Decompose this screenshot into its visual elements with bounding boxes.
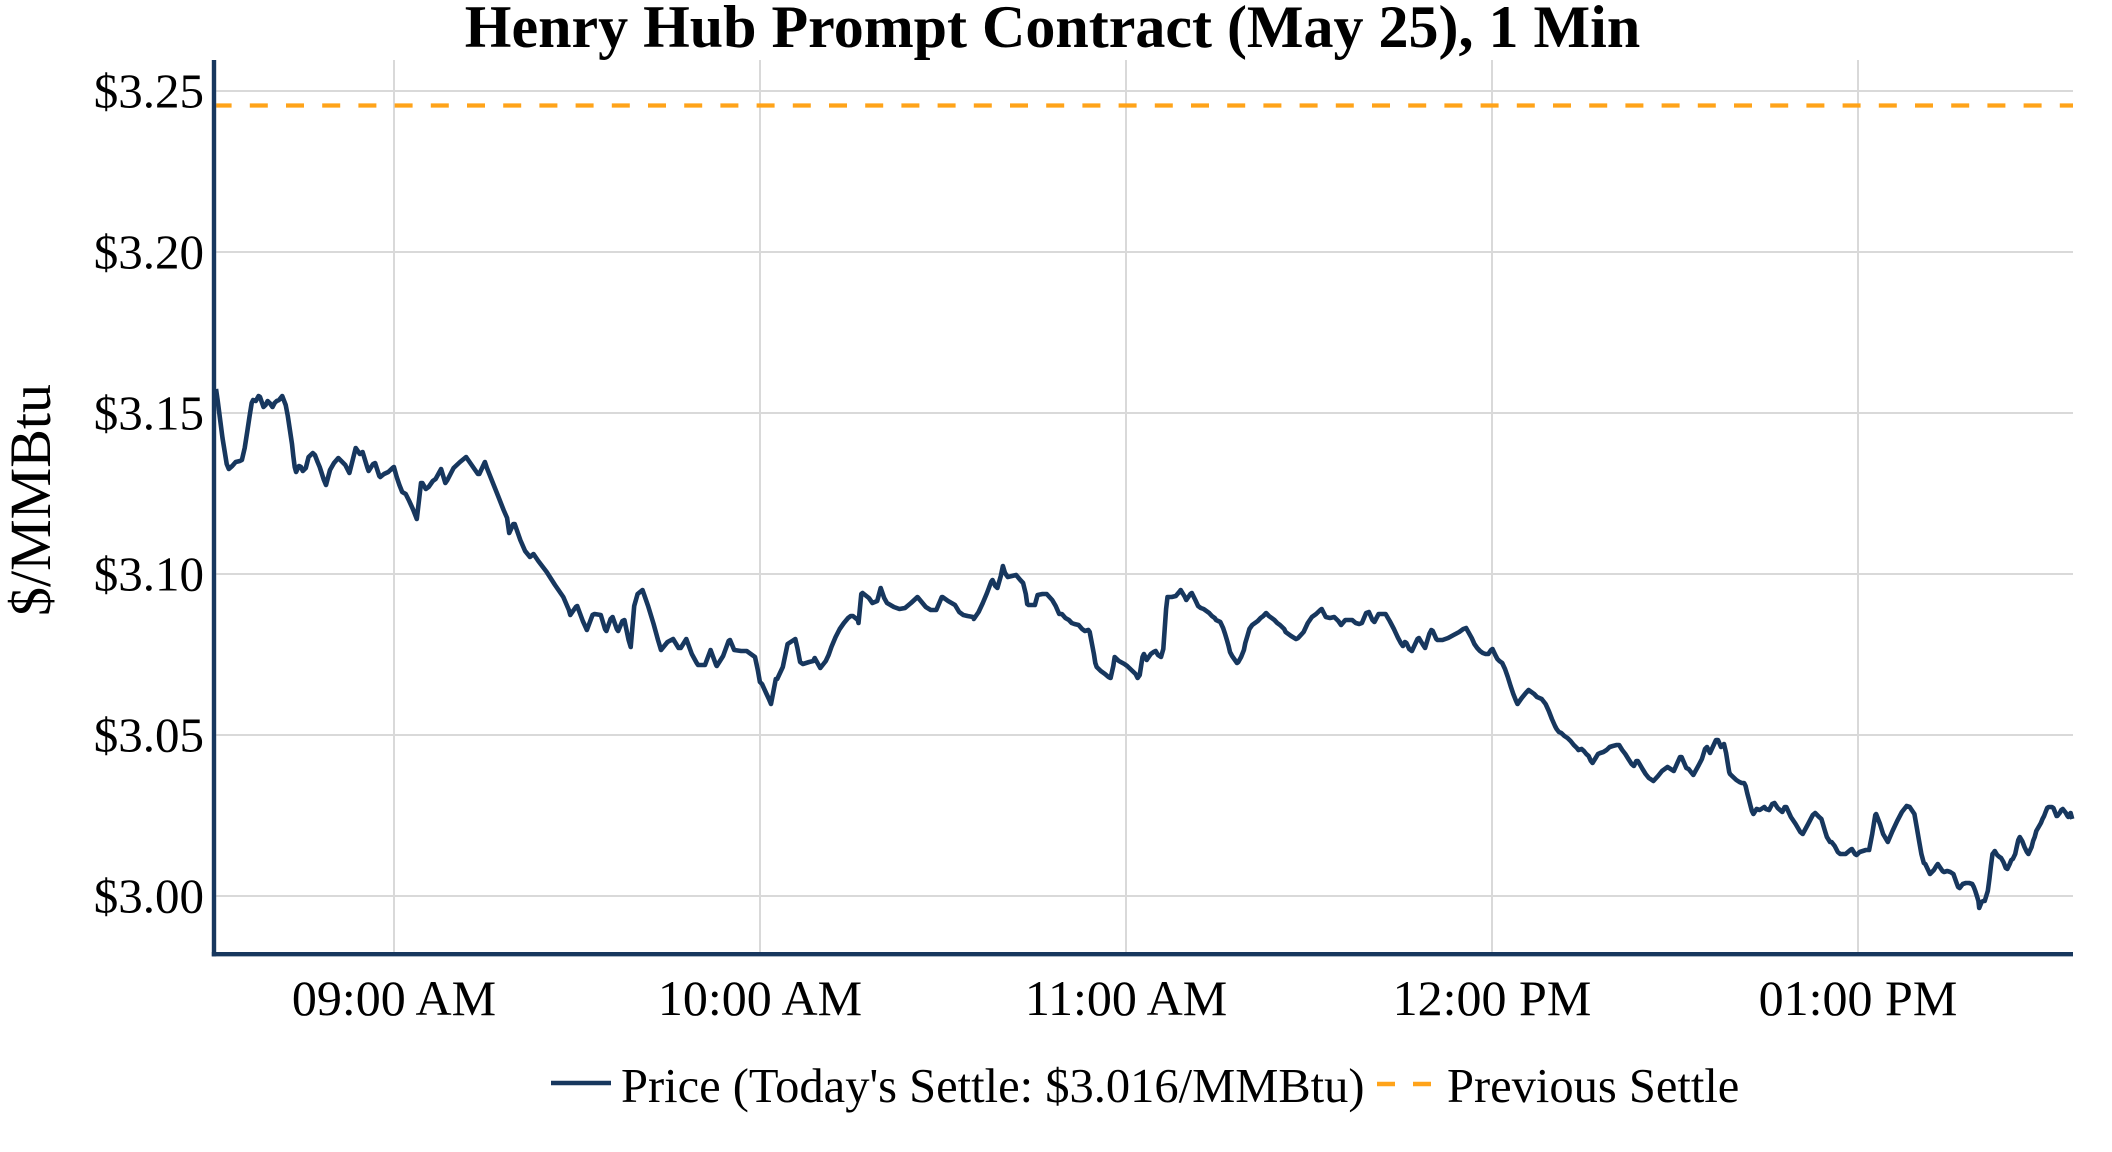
svg-text:$3.15: $3.15 (94, 386, 204, 441)
svg-text:12:00 PM: 12:00 PM (1393, 970, 1592, 1026)
svg-text:Henry Hub Prompt Contract (May: Henry Hub Prompt Contract (May 25), 1 Mi… (465, 0, 1640, 60)
svg-text:Price (Today's Settle: $3.016/: Price (Today's Settle: $3.016/MMBtu) (621, 1060, 1365, 1113)
svg-text:$3.10: $3.10 (94, 547, 204, 602)
svg-text:01:00 PM: 01:00 PM (1759, 970, 1958, 1026)
svg-text:10:00 AM: 10:00 AM (658, 970, 862, 1026)
svg-text:$3.05: $3.05 (94, 708, 204, 763)
svg-text:11:00 AM: 11:00 AM (1025, 970, 1227, 1026)
svg-text:$3.20: $3.20 (94, 225, 204, 280)
svg-text:$/MMBtu: $/MMBtu (0, 384, 63, 616)
svg-text:$3.25: $3.25 (94, 64, 204, 119)
svg-text:09:00 AM: 09:00 AM (292, 970, 496, 1026)
svg-text:Previous Settle: Previous Settle (1447, 1060, 1739, 1113)
svg-text:$3.00: $3.00 (94, 869, 204, 924)
